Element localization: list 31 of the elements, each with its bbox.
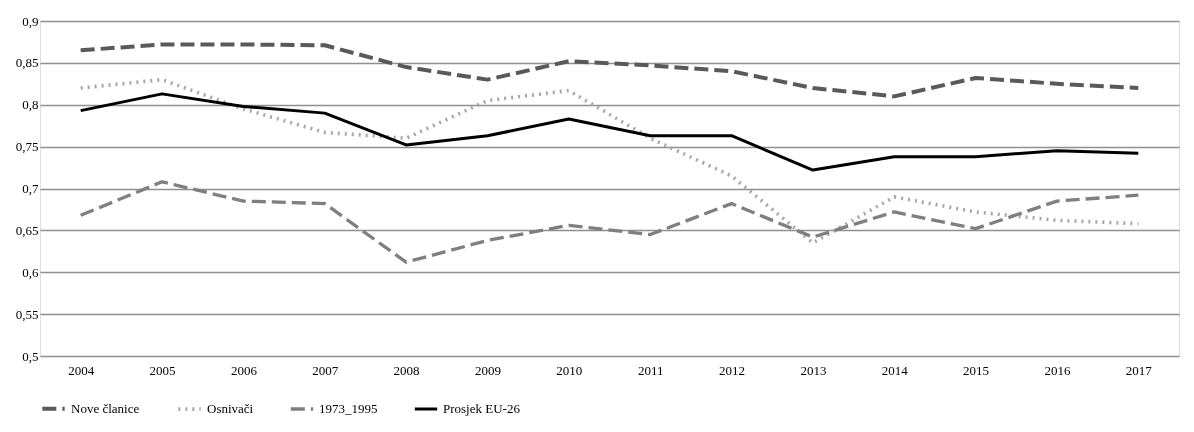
- legend-label: Nove članice: [71, 400, 140, 416]
- x-tick-label: 2008: [393, 362, 420, 378]
- line-series: [79, 92, 1140, 172]
- x-tick-label: 2004: [68, 362, 95, 378]
- x-tick-label: 2014: [881, 362, 909, 378]
- y-tick-label: 0,6: [22, 264, 39, 280]
- x-tick-label: 2017: [1125, 362, 1153, 378]
- y-tick-label: 0,9: [22, 13, 39, 29]
- x-tick-label: 2007: [312, 362, 339, 378]
- legend-label: Osnivači: [207, 401, 254, 417]
- legend-label: Prosjek EU-26: [443, 401, 521, 416]
- x-tick-label: 2010: [556, 362, 583, 378]
- x-tick-label: 2005: [149, 362, 176, 378]
- x-tick-label: 2015: [963, 362, 990, 378]
- legend-label: 1973_1995: [319, 401, 378, 416]
- y-tick-label: 0,75: [15, 139, 39, 155]
- y-tick-label: 0,7: [22, 181, 39, 196]
- y-tick-label: 0,8: [22, 97, 39, 113]
- x-tick-label: 2011: [637, 362, 664, 378]
- x-tick-label: 2006: [230, 362, 258, 378]
- x-tick-label: 2016: [1044, 362, 1071, 378]
- x-tick-label: 2009: [474, 362, 501, 378]
- y-tick-label: 0,55: [15, 306, 39, 322]
- line-series: [78, 42, 1141, 99]
- x-tick-label: 2013: [800, 362, 827, 378]
- line-series: [79, 180, 1140, 264]
- line-series: [78, 77, 1141, 245]
- y-tick-label: 0,65: [15, 222, 39, 238]
- x-tick-label: 2012: [719, 362, 746, 378]
- y-tick-label: 0,5: [22, 348, 39, 364]
- y-tick-label: 0,85: [15, 55, 39, 71]
